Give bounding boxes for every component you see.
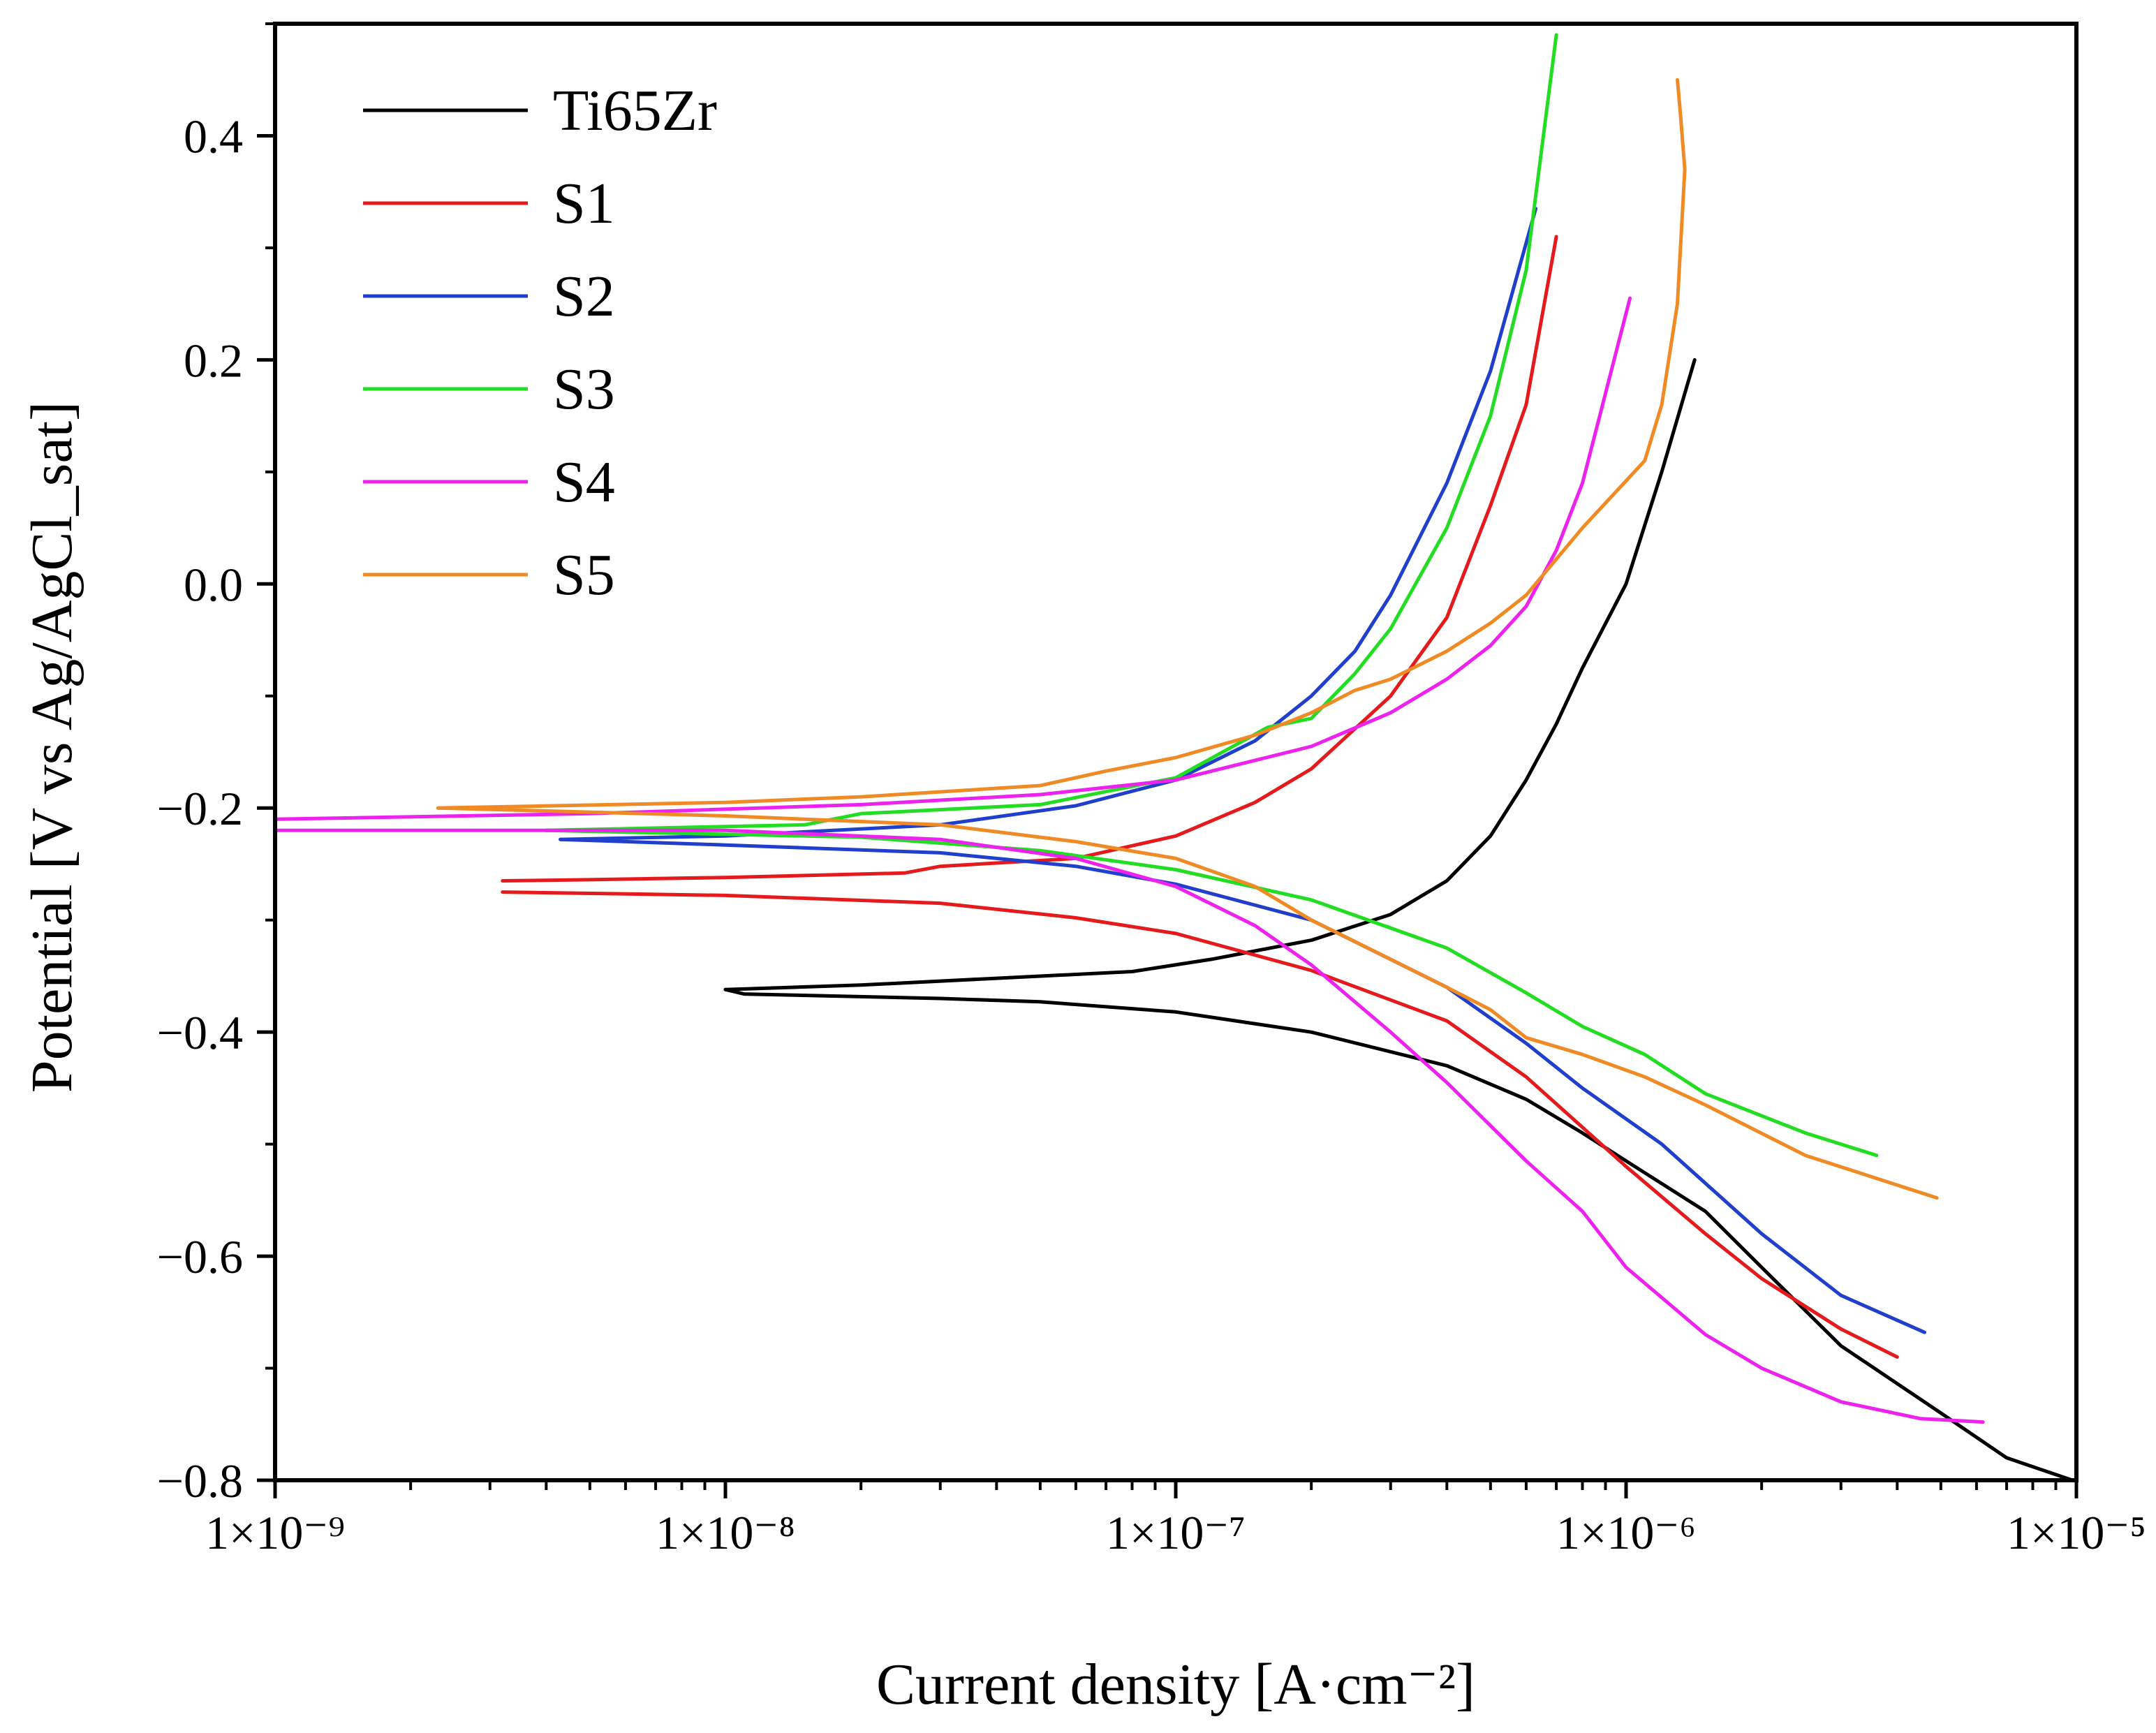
series-s1-cathodic-line bbox=[501, 890, 1899, 1359]
y-tick-label: −0.4 bbox=[157, 1006, 243, 1059]
y-tick-label: 0.0 bbox=[184, 558, 243, 611]
series-s2-cathodic-line bbox=[559, 837, 1926, 1334]
series-ti65zr-cathodic-line bbox=[723, 987, 2074, 1482]
series-s5-anodic-line bbox=[436, 78, 1687, 810]
x-tick-labels: 1×10⁻⁹ 1×10⁻⁸ 1×10⁻⁷ 1×10⁻⁶ 1×10⁻⁵ bbox=[205, 1506, 2146, 1559]
legend-label: Ti65Zr bbox=[553, 78, 717, 143]
series-s3-anodic-line bbox=[544, 33, 1558, 832]
legend: Ti65Zr S1 S2 S3 S4 S5 bbox=[363, 78, 717, 607]
series-s5-cathodic-line bbox=[436, 806, 1939, 1200]
x-axis-title: Current density [A·cm⁻²] bbox=[876, 1652, 1475, 1717]
y-axis-title: Potential [V vs Ag/AgCl_sat] bbox=[20, 401, 84, 1093]
series-s2-anodic-line bbox=[559, 207, 1538, 841]
y-tick-label: −0.2 bbox=[157, 782, 243, 835]
x-tick-label: 1×10⁻⁶ bbox=[1556, 1506, 1696, 1559]
legend-label: S2 bbox=[553, 264, 615, 329]
y-tick-labels: 0.4 0.2 0.0 −0.2 −0.4 −0.6 −0.8 bbox=[157, 110, 243, 1507]
x-tick-label: 1×10⁻⁹ bbox=[205, 1506, 345, 1559]
plot-frame bbox=[273, 22, 2079, 1482]
legend-label: S3 bbox=[553, 357, 615, 422]
y-tick-label: 0.4 bbox=[184, 110, 243, 163]
x-tick-label: 1×10⁻⁷ bbox=[1106, 1506, 1246, 1559]
y-tick-label: −0.8 bbox=[157, 1454, 243, 1507]
series-s4-cathodic-line bbox=[273, 828, 1985, 1424]
series-s4-anodic-line bbox=[273, 296, 1632, 821]
series-layer bbox=[273, 33, 2074, 1482]
series-s1-anodic-line bbox=[501, 235, 1558, 883]
legend-label: S1 bbox=[553, 171, 615, 236]
legend-label: S4 bbox=[553, 450, 615, 515]
series-ti65zr-anodic-line bbox=[723, 357, 1697, 991]
y-tick-label: −0.6 bbox=[157, 1230, 243, 1283]
y-tick-label: 0.2 bbox=[184, 334, 243, 387]
x-tick-label: 1×10⁻⁸ bbox=[656, 1506, 795, 1559]
x-tick-label: 1×10⁻⁵ bbox=[2007, 1506, 2146, 1559]
legend-label: S5 bbox=[553, 543, 615, 607]
